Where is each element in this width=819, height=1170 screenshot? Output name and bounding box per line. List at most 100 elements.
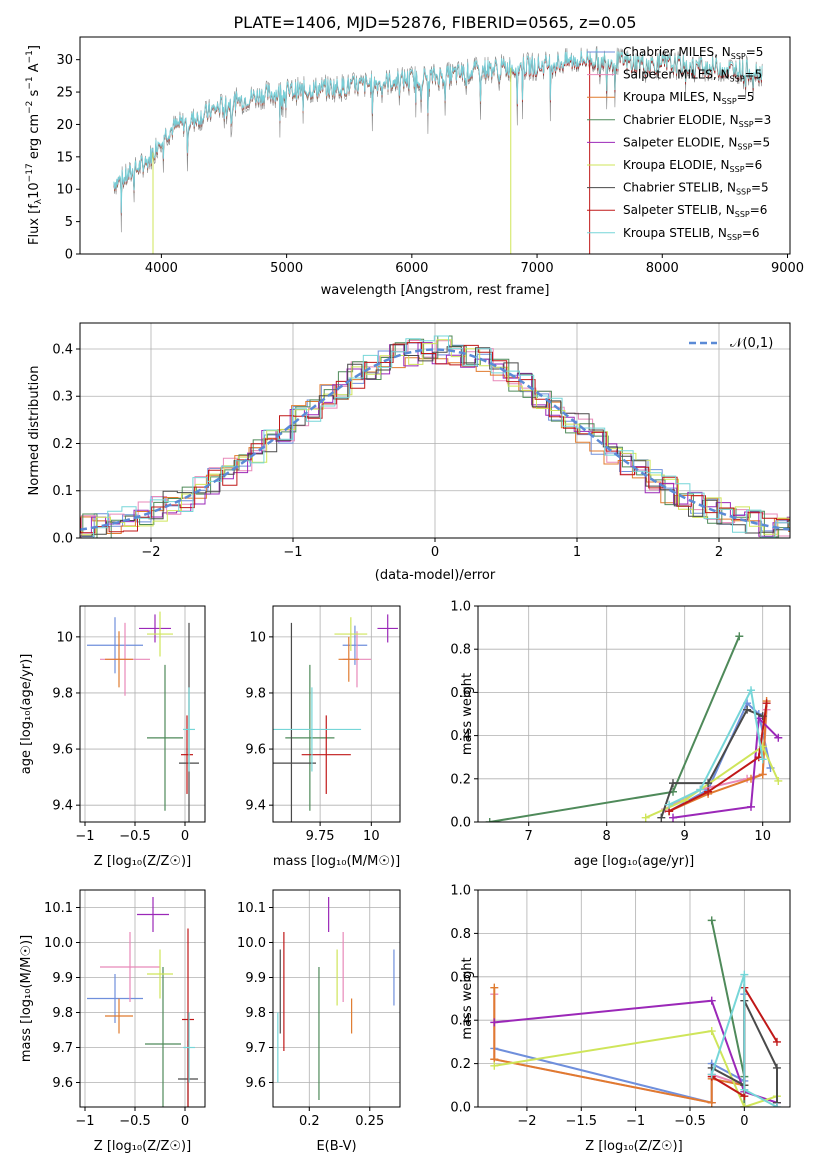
y-tick-label: 10.1 xyxy=(44,901,73,916)
x-tick-label: 2 xyxy=(715,545,723,560)
plus-marker xyxy=(772,1063,781,1072)
plus-marker xyxy=(707,1070,716,1079)
y-tick-label: 0.4 xyxy=(450,1014,471,1029)
model-spectrum-line xyxy=(113,59,513,215)
plus-marker xyxy=(669,813,677,822)
panel-age-vs-mass: 9.75 10 9.4 9.6 9.8 10 xyxy=(245,605,401,844)
y-tick-label: 0 xyxy=(65,248,73,263)
error-bar-point xyxy=(338,636,360,682)
plus-marker xyxy=(740,970,749,979)
y-tick-label: 0.3 xyxy=(52,390,73,405)
plus-marker xyxy=(704,787,713,796)
y-tick-label: 10.0 xyxy=(237,936,266,951)
x-tick-label: −1.5 xyxy=(565,1114,597,1129)
plus-marker xyxy=(772,1037,781,1046)
plot-area xyxy=(80,335,790,538)
y-tick-label: 0.4 xyxy=(52,342,73,357)
mass-z-x-label: Z [log₁₀(Z/Z☉)] xyxy=(94,1139,191,1154)
mass-weight-line xyxy=(494,1029,778,1107)
plus-marker xyxy=(641,813,650,822)
y-tick-label: 9.9 xyxy=(245,971,266,986)
plus-marker xyxy=(747,802,755,811)
axes-frame xyxy=(79,322,791,539)
plot-area xyxy=(87,611,199,822)
axes-frame xyxy=(79,605,206,823)
y-tick-label: 1.0 xyxy=(450,884,471,899)
spectrum-legend: Chabrier MILES, NSSP=5 Salpeter MILES, NS… xyxy=(587,45,771,242)
plus-marker xyxy=(774,733,783,742)
plus-marker xyxy=(758,770,767,779)
weight-age-y-label: mass weight xyxy=(460,673,475,755)
histogram-step-line xyxy=(80,340,790,538)
y-tick-label: 0.6 xyxy=(450,686,471,701)
plus-marker xyxy=(774,776,783,785)
residual-x-label: (data-model)/error xyxy=(375,568,496,583)
legend-entry: Chabrier MILES, NSSP=5 xyxy=(623,45,763,61)
x-tick-label: 0.2 xyxy=(299,1114,320,1129)
y-tick-label: 30 xyxy=(56,53,73,68)
y-tick-label: 10.0 xyxy=(44,936,73,951)
mass-weight-line xyxy=(672,716,780,819)
plus-marker xyxy=(740,1103,749,1107)
axes-frame xyxy=(272,605,401,823)
mass-weight-line xyxy=(668,687,764,806)
y-tick-label: 9.8 xyxy=(245,1006,266,1021)
y-tick-label: 0.0 xyxy=(450,816,471,831)
histogram-step-line xyxy=(80,335,790,538)
x-tick-label: −0.5 xyxy=(119,1114,151,1129)
plus-marker xyxy=(740,1085,749,1094)
y-tick-label: 10 xyxy=(56,630,73,645)
x-tick-label: 0 xyxy=(181,829,189,844)
plus-marker xyxy=(696,785,705,794)
y-tick-label: 0.4 xyxy=(450,729,471,744)
error-bar-point xyxy=(100,932,160,1002)
x-tick-label: 9 xyxy=(681,829,689,844)
y-tick-label: 9.6 xyxy=(52,743,73,758)
mass-z-y-label: mass [log₁₀(M/M☉)] xyxy=(19,935,34,1062)
plus-marker xyxy=(707,1098,716,1107)
x-tick-label: 10 xyxy=(754,829,771,844)
legend-entry: Salpeter STELIB, NSSP=6 xyxy=(623,203,767,219)
y-tick-label: 25 xyxy=(56,86,73,101)
y-tick-label: 0.2 xyxy=(450,1057,471,1072)
weight-z-y-label: mass weight xyxy=(460,957,475,1039)
x-tick-label: −2 xyxy=(517,1114,536,1129)
plus-marker xyxy=(485,818,494,822)
y-tick-label: 9.8 xyxy=(52,1006,73,1021)
residual-y-label: Normed distribution xyxy=(27,366,42,496)
error-bar-point xyxy=(137,897,169,932)
error-bar-point xyxy=(105,631,133,688)
mass-weight-line xyxy=(668,703,768,813)
x-tick-label: 0 xyxy=(181,1114,189,1129)
x-tick-label: 0 xyxy=(740,1114,748,1129)
x-tick-label: 7 xyxy=(525,829,533,844)
x-tick-label: 1 xyxy=(573,545,581,560)
plus-marker xyxy=(762,699,771,708)
plus-marker xyxy=(743,705,752,714)
age-z-y-label: age [log₁₀(age/yr)] xyxy=(19,654,34,775)
y-tick-label: 10 xyxy=(56,183,73,198)
plot-area xyxy=(87,897,198,1107)
error-bar-point xyxy=(147,949,173,999)
panel-mass-vs-EBV: 0.2 0.25 9.6 9.7 9.8 9.9 10.0 10.1 xyxy=(237,889,401,1129)
error-bar-point xyxy=(273,622,317,822)
spectrum-y-label: Flux [fλ10−17 erg cm−2 s−1 A−1] xyxy=(25,45,44,245)
histogram-step-line xyxy=(80,342,790,538)
plot-area xyxy=(277,897,395,1100)
y-tick-label: 9.8 xyxy=(245,686,266,701)
legend-entry-normal: 𝒩(0,1) xyxy=(730,336,773,351)
plus-marker xyxy=(490,1018,499,1027)
panel-residual-distribution: −2 −1 0 1 2 0.0 0.1 0.2 0.3 0.4 xyxy=(52,322,791,560)
spectrum-x-label: wavelength [Angstrom, rest frame] xyxy=(321,283,550,298)
x-tick-label: 8 xyxy=(603,829,611,844)
error-bar-point xyxy=(183,1012,195,1083)
y-tick-label: 9.8 xyxy=(52,686,73,701)
x-tick-label: 9000 xyxy=(771,261,804,276)
error-bar-point xyxy=(183,687,195,772)
error-bar-point xyxy=(334,617,368,651)
model-spectrum-line xyxy=(113,48,763,213)
legend-entry: Salpeter ELODIE, NSSP=5 xyxy=(623,135,770,151)
legend-entry: Kroupa ELODIE, NSSP=6 xyxy=(623,158,762,174)
panel-mass-weight-vs-Z: −2 −1.5 −1 −0.5 0 0.0 0.2 0.4 0.6 0.8 1.0 xyxy=(450,884,791,1129)
y-tick-label: 0.2 xyxy=(52,437,73,452)
